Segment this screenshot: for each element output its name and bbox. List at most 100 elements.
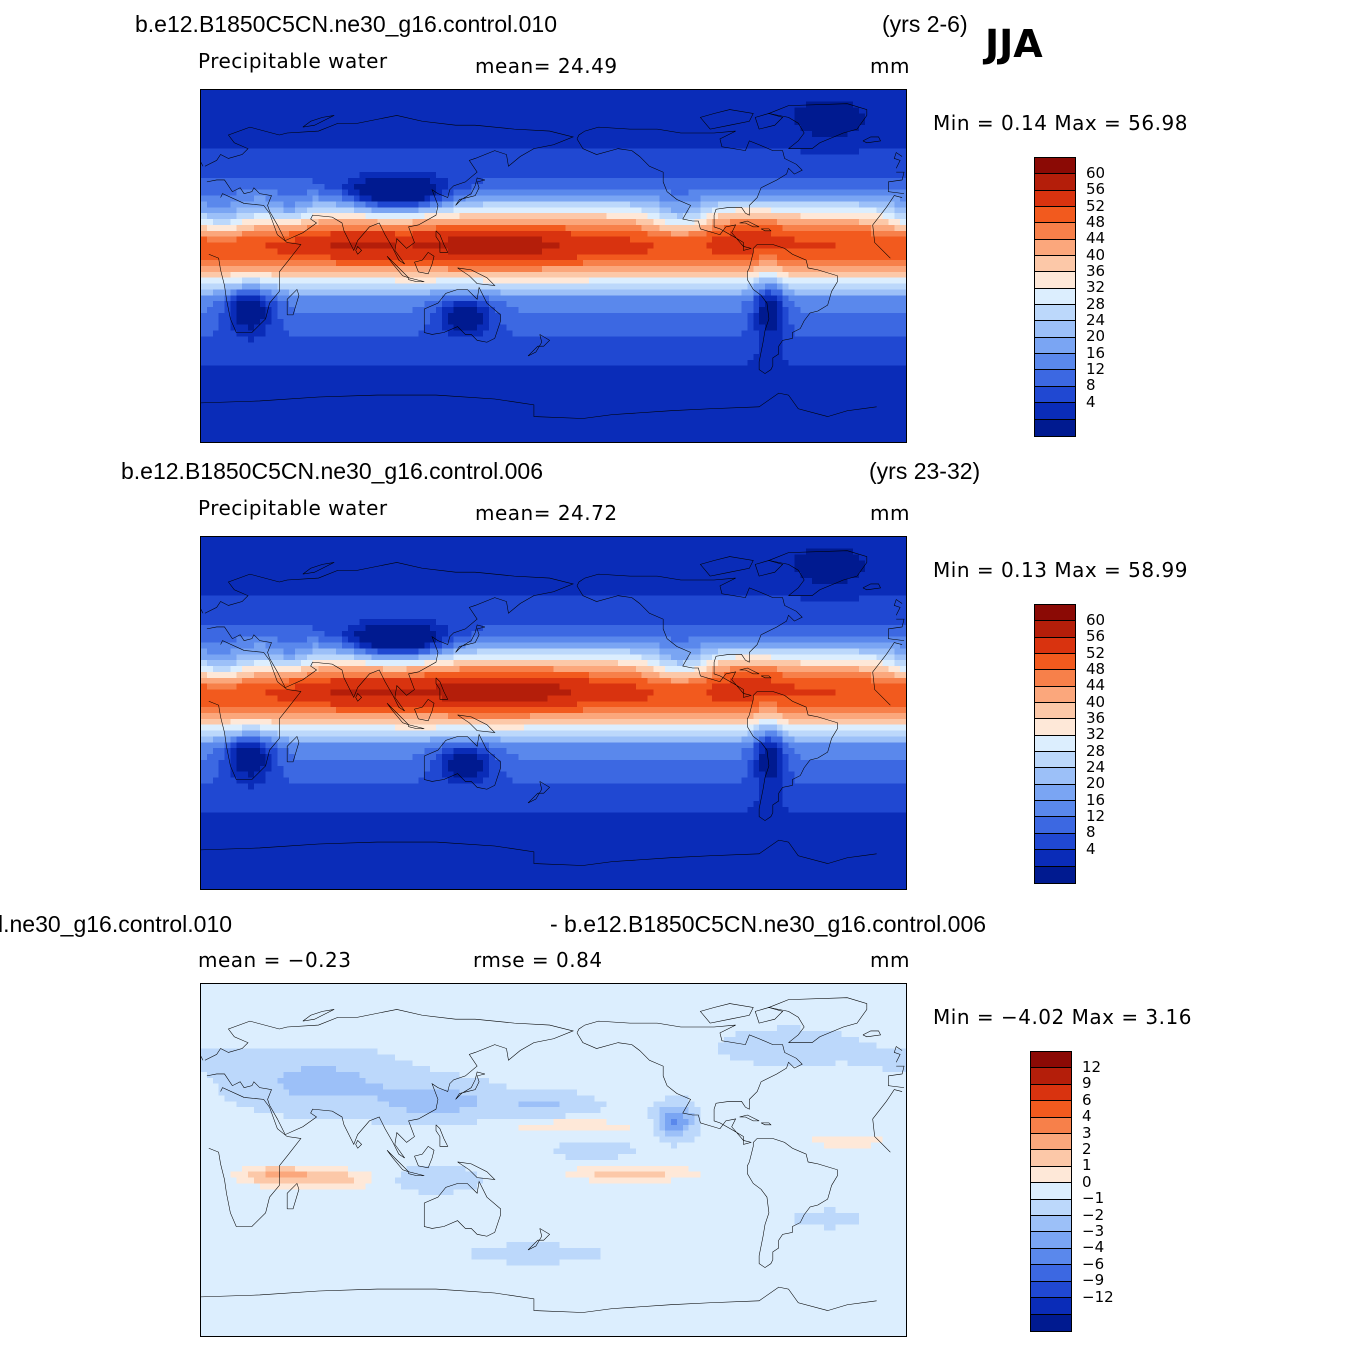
colorbar-tick-label: 24 [1086,313,1105,328]
colorbar-swatch [1035,288,1075,306]
colorbar [1034,604,1076,884]
coastline [761,229,771,231]
coastline [747,1138,837,1267]
colorbar-tick-label: 40 [1086,694,1105,710]
coastline [205,562,573,711]
coastline [700,557,753,577]
coastline [700,110,753,130]
coastline [205,1009,573,1158]
colorbar-tick-label: 12 [1086,809,1105,824]
coastline [888,619,904,639]
colorbar-swatch [1035,386,1075,404]
coastline [414,699,434,721]
coastline [424,1182,500,1237]
colorbar-swatch [1035,605,1075,622]
minmax-label: Min = −4.02 Max = 3.16 [933,1005,1192,1029]
coastline [424,288,500,343]
coastline [201,393,877,418]
coastline [863,137,881,143]
colorbar-tick-label: −2 [1082,1207,1104,1223]
minmax-label: Min = 0.14 Max = 56.98 [933,111,1188,135]
coastline [436,231,448,253]
colorbar-tick-label: 44 [1086,231,1105,246]
coastline [436,1125,448,1147]
colorbar-tick-label: −12 [1082,1289,1114,1305]
colorbar-tick-label: 20 [1086,329,1105,344]
coastline [287,289,299,314]
units-label: mm [870,54,910,78]
coastline [894,600,902,616]
colorbar-tick-label: 0 [1082,1174,1092,1190]
coastline [458,268,495,286]
coastlines [201,104,904,419]
coastline [287,736,299,761]
colorbar [1030,1051,1072,1332]
coastline [740,1115,760,1121]
colorbar-swatch [1035,703,1075,720]
coastline [303,1009,334,1021]
colorbar-swatch [1035,403,1075,420]
colorbar-swatch [1035,817,1075,834]
coastline [414,1146,434,1168]
colorbar-swatch [1031,1183,1071,1200]
coastline [456,625,485,652]
colorbar-tick-label: 52 [1086,198,1105,214]
coastline [201,840,877,865]
colorbar-tick-label: 44 [1086,678,1105,693]
coastline [888,639,904,641]
coastline [409,725,425,729]
colorbar-tick-label: 16 [1086,792,1105,808]
colorbar-tick-label: 3 [1082,1125,1092,1141]
colorbar-swatch [1035,272,1075,289]
colorbar-tick-label: 52 [1086,645,1105,661]
map-difference [200,983,907,1337]
colorbar-swatch [1035,801,1075,818]
colorbar-swatch [1031,1052,1071,1069]
coastline [201,609,203,613]
colorbar-swatch [1035,223,1075,240]
units-label: mm [870,501,910,525]
coastline [356,246,362,254]
coastlines [201,551,904,866]
colorbar-tick-label: 48 [1086,214,1105,230]
mean-label: mean= 24.49 [475,54,618,78]
coastline [414,252,434,274]
colorbar-swatch [1035,719,1075,736]
colorbar-swatch [1035,158,1075,175]
coastline [201,162,203,166]
coastline [769,998,867,1043]
coastline [201,1287,877,1312]
colorbar-swatch [1031,1199,1071,1217]
colorbar-swatch [1035,337,1075,355]
colorbar-swatch [1035,321,1075,338]
colorbar-swatch [1035,752,1075,769]
variable-label: Precipitable water [198,49,388,73]
colorbar-swatch [1035,784,1075,802]
coastline [387,256,409,278]
case-title-right: - b.e12.B1850C5CN.ne30_g16.control.006 [550,911,986,938]
map-precipitable-water-010 [200,89,907,443]
colorbar-tick-label: 4 [1086,841,1096,857]
colorbar-tick-label: 12 [1082,1059,1101,1075]
variable-label: Precipitable water [198,496,388,520]
colorbar-swatch [1031,1134,1071,1151]
colorbar-tick-label: 56 [1086,182,1105,197]
coastline [458,715,495,733]
colorbar-swatch [1031,1216,1071,1233]
coastline [209,1088,301,1227]
case-title: b.e12.B1850C5CN.ne30_g16.control.006 [121,458,543,485]
colorbar-swatch [1031,1166,1071,1184]
coastline [577,127,802,250]
colorbar-swatch [1035,207,1075,224]
coastline [458,1162,495,1180]
colorbar-swatch [1035,305,1075,322]
colorbar-tick-label: 48 [1086,661,1105,677]
coastline [888,172,904,192]
colorbar-tick-label: 2 [1082,1141,1092,1157]
colorbar-swatch [1035,670,1075,687]
colorbar-tick-label: 4 [1086,394,1096,410]
coastline [888,1086,904,1088]
colorbar-tick-label: 20 [1086,776,1105,791]
colorbar-swatch [1035,654,1075,671]
coastline [888,1066,904,1086]
